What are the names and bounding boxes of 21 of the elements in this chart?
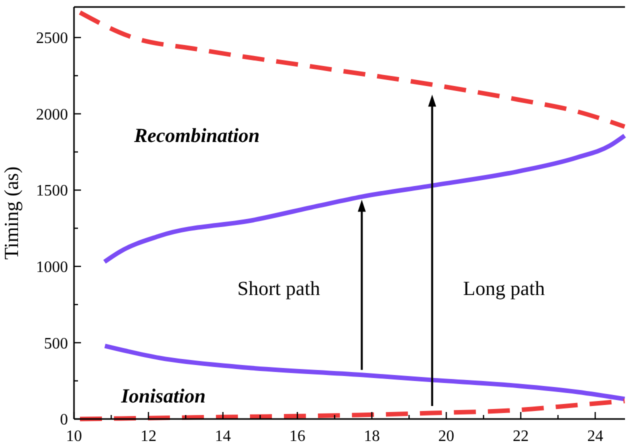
x-tick-label: 24 <box>587 428 604 445</box>
y-tick-label: 0 <box>60 412 68 429</box>
y-tick-label: 2000 <box>36 106 68 124</box>
annotation: Recombination <box>133 125 260 148</box>
line-series <box>102 344 627 402</box>
line-series <box>78 10 627 129</box>
x-tick-label: 12 <box>140 428 156 445</box>
x-tick-label: 14 <box>214 428 231 445</box>
annotation: Short path <box>237 278 320 300</box>
annotation: Long path <box>463 278 545 300</box>
y-tick-label: 2500 <box>36 30 68 48</box>
y-tick-label: 500 <box>44 335 68 352</box>
x-tick-label: 16 <box>289 428 306 445</box>
x-tick-label: 20 <box>438 428 454 445</box>
y-tick-label: 1500 <box>36 182 68 200</box>
annotation: Ionisation <box>120 385 206 408</box>
x-tick-label: 10 <box>66 428 82 445</box>
x-tick-label: 18 <box>364 428 380 445</box>
x-tick-label: 22 <box>512 428 529 445</box>
y-tick-label: 1000 <box>36 259 68 276</box>
y-axis-title: Timing (as) <box>1 166 23 260</box>
